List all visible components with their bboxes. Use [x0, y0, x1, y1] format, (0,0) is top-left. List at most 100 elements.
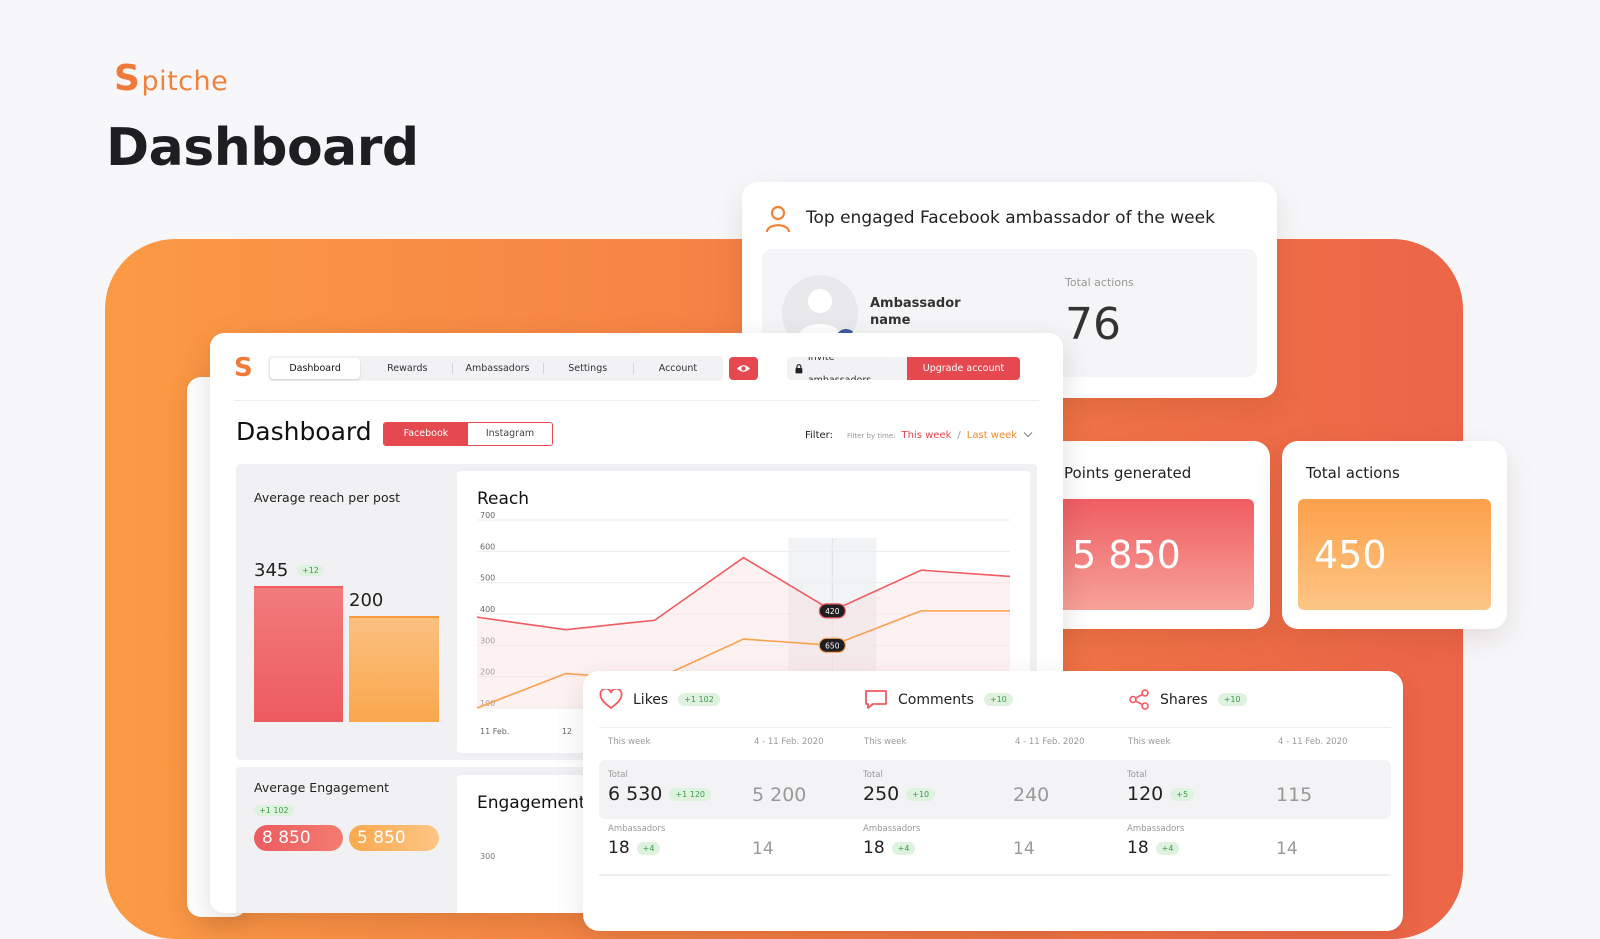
heart-icon: [599, 689, 623, 710]
comments-ambassadors-previous: 14: [1013, 839, 1035, 859]
total-actions-value: 76: [1065, 299, 1121, 350]
engagement-title: Engagement: [477, 793, 586, 813]
ambassador-name: Ambassador name: [870, 296, 961, 328]
reach-bar-this-week: [254, 586, 343, 722]
invite-ambassadors-button[interactable]: Invite ambassadors: [787, 357, 907, 380]
shares-badge: +10: [1217, 693, 1247, 706]
likes-total-previous: 5 200: [752, 784, 807, 806]
likes-header: Likes +1 102: [599, 689, 720, 710]
series-line-0: [476, 556, 1011, 631]
brand-logo[interactable]: S pitche: [114, 58, 228, 99]
comments-this-week: This week: [864, 737, 907, 747]
engagement-tick: 300: [480, 852, 496, 861]
comment-icon: [865, 690, 887, 709]
platform-toggle: Facebook Instagram: [383, 422, 553, 446]
points-generated-card: Points generated 5 850: [1040, 441, 1270, 629]
series-area: [477, 557, 1010, 708]
share-icon: [1129, 689, 1149, 710]
x-tick-label: 11 Feb.: [480, 727, 509, 736]
lock-icon: [795, 363, 803, 373]
y-tick-label: 200: [480, 668, 495, 677]
person-icon: [764, 204, 792, 238]
time-filter: Filter: Filter by time: This week / Last…: [805, 430, 1033, 441]
x-tick-label: 12: [562, 727, 572, 736]
filter-label: Filter:: [805, 430, 833, 441]
shares-title: Shares: [1160, 691, 1208, 708]
nav-tab-ambassadors[interactable]: Ambassadors: [452, 356, 542, 381]
top-ambassador-title: Top engaged Facebook ambassador of the w…: [806, 208, 1215, 228]
shares-ambassadors-value: 18: [1127, 838, 1149, 858]
shares-total-badge: +5: [1170, 787, 1195, 801]
comments-ambassadors-value: 18: [863, 838, 885, 858]
shares-total-label: Total: [1127, 770, 1147, 780]
point-annotation: [818, 637, 846, 653]
nav-tab-settings[interactable]: Settings: [542, 356, 633, 381]
engagement-value-this-week: 8 850: [254, 825, 343, 851]
likes-total-value: 6 530: [608, 783, 663, 805]
shares-ambassadors-previous: 14: [1276, 839, 1298, 859]
likes-badge: +1 102: [678, 693, 720, 706]
point-annotation: [818, 603, 846, 619]
reach-value-this-week: 345: [254, 560, 289, 581]
nav-tab-account[interactable]: Account: [632, 356, 723, 381]
comments-total-previous: 240: [1013, 784, 1050, 806]
y-tick-label: 700: [480, 511, 495, 520]
upgrade-account-button[interactable]: Upgrade account: [907, 357, 1020, 380]
likes-ambassadors-value: 18: [608, 838, 630, 858]
nav-tab-dashboard[interactable]: Dashboard: [270, 358, 361, 379]
reach-value-last-week: 200: [349, 590, 384, 611]
nav-tab-rewards[interactable]: Rewards: [387, 363, 428, 374]
total-actions-card-label: Total actions: [1306, 464, 1400, 482]
comments-ambassadors-badge: +4: [891, 841, 916, 855]
divider: [599, 727, 1391, 728]
page-title: Dashboard: [106, 118, 419, 178]
shares-ambassadors: 18 +4: [1127, 838, 1180, 858]
comments-ambassadors: 18 +4: [863, 838, 916, 858]
shares-ambassadors-label: Ambassadors: [1127, 824, 1185, 834]
likes-total: 6 530 +1 120: [608, 783, 712, 805]
shares-total-previous: 115: [1276, 784, 1313, 806]
top-ambassador-card: Top engaged Facebook ambassador of the w…: [742, 182, 1277, 398]
invite-ambassadors-label: Invite ambassadors: [807, 357, 872, 380]
likes-range: 4 - 11 Feb. 2020: [754, 737, 824, 747]
y-tick-label: 300: [480, 636, 495, 645]
engagement-change-badge: +1 102: [254, 805, 294, 816]
likes-total-label: Total: [608, 770, 628, 780]
annotation-label: 420: [825, 607, 840, 616]
likes-ambassadors-label: Ambassadors: [608, 824, 666, 834]
engagement-value-last-week: 5 850: [349, 825, 439, 851]
preview-button[interactable]: [729, 357, 758, 380]
annotation-label: 650: [825, 641, 840, 650]
reach-change-badge: +12: [297, 565, 324, 576]
filter-this-week[interactable]: This week: [901, 430, 952, 441]
shares-ambassadors-badge: +4: [1155, 841, 1180, 855]
app-logo[interactable]: S: [234, 353, 253, 383]
eye-icon: [737, 365, 750, 372]
logo-wordmark: pitche: [141, 66, 229, 97]
comments-total-label: Total: [863, 770, 883, 780]
reach-bar-last-week: [349, 616, 439, 722]
chevron-down-icon[interactable]: [1023, 431, 1033, 438]
shares-total-value: 120: [1127, 783, 1164, 805]
shares-range: 4 - 11 Feb. 2020: [1278, 737, 1348, 747]
likes-total-badge: +1 120: [669, 787, 712, 801]
tab-instagram[interactable]: Instagram: [468, 423, 552, 445]
likes-ambassadors: 18 +4: [608, 838, 661, 858]
divider: [599, 874, 1391, 876]
shares-header: Shares +10: [1128, 689, 1247, 710]
average-engagement-label: Average Engagement: [254, 780, 390, 795]
y-tick-label: 400: [480, 605, 495, 614]
likes-this-week: This week: [608, 737, 651, 747]
account-actions: Invite ambassadors Upgrade account: [787, 357, 1020, 380]
tab-facebook[interactable]: Facebook: [384, 423, 468, 445]
total-actions-card-value: 450: [1298, 499, 1491, 610]
filter-last-week[interactable]: Last week: [966, 430, 1018, 441]
y-tick-label: 500: [480, 574, 495, 583]
comments-header: Comments +10: [864, 689, 1013, 710]
y-tick-label: 600: [480, 542, 495, 551]
divider: [234, 400, 1039, 401]
logo-mark: S: [114, 58, 141, 99]
filter-separator: /: [957, 430, 961, 441]
dashboard-title: Dashboard: [236, 417, 372, 446]
social-metrics-card: Likes +1 102 Comments +10 Shares +10 Thi…: [583, 671, 1403, 931]
